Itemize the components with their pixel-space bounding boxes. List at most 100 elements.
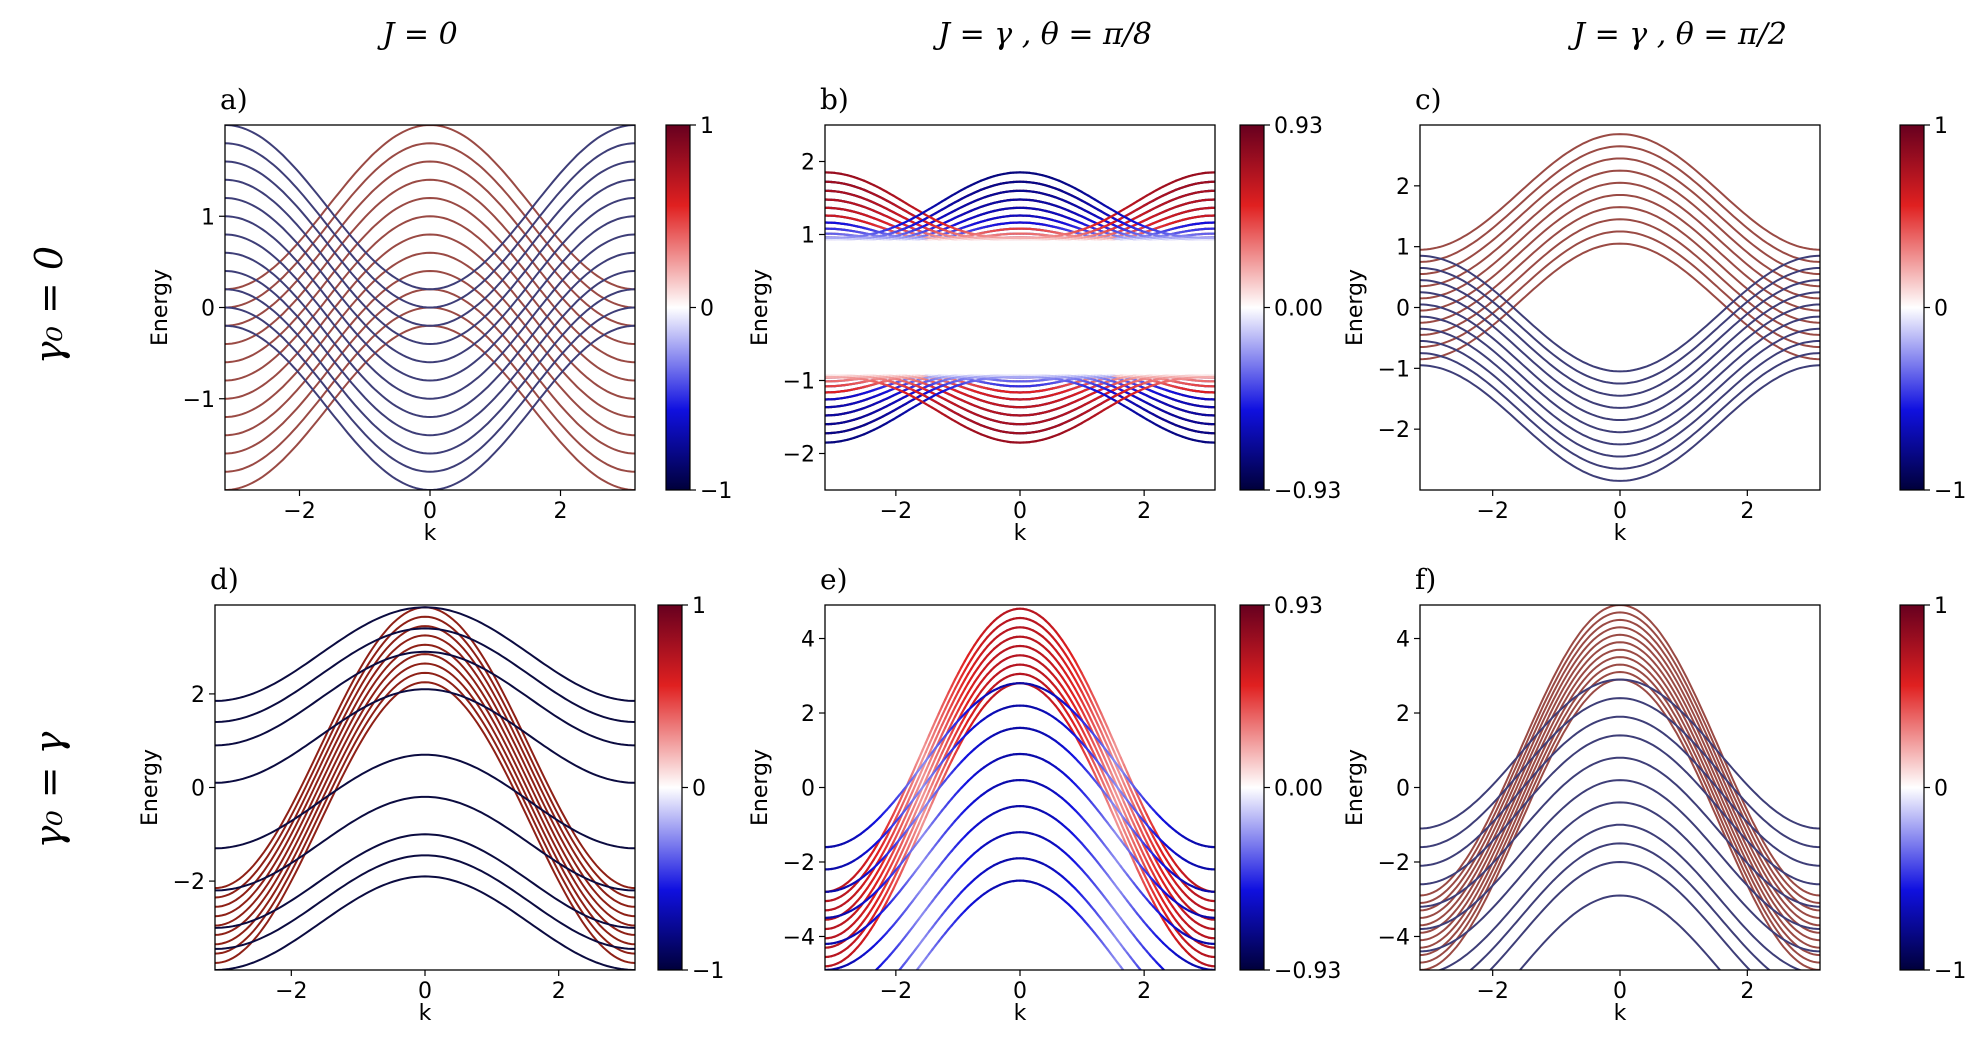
colorbar-tick-label: −1 xyxy=(692,959,724,984)
y-axis-label: Energy xyxy=(748,749,773,826)
axes-frame xyxy=(1419,604,1821,971)
band-line xyxy=(825,616,1215,903)
panel-label: e) xyxy=(820,563,848,596)
colorbar xyxy=(1239,604,1265,971)
colorbar-tick-label: 0.93 xyxy=(1274,114,1323,139)
panel-label: b) xyxy=(820,83,849,116)
band-line xyxy=(1469,842,1771,970)
colorbar-tick-label: 0 xyxy=(692,777,706,802)
band-line xyxy=(225,178,635,345)
x-tick-label: −2 xyxy=(880,979,912,1004)
band-line xyxy=(215,795,635,892)
band-line xyxy=(215,671,635,955)
band-line xyxy=(1420,626,1820,919)
x-tick-label: 2 xyxy=(1740,979,1754,1004)
band-line xyxy=(1420,801,1820,953)
band-line xyxy=(225,324,635,490)
y-tick-label: 0 xyxy=(1396,297,1410,322)
panel-label: f) xyxy=(1415,563,1436,596)
band-line xyxy=(898,857,1143,970)
band-line xyxy=(1420,670,1820,964)
band-line xyxy=(1420,254,1820,373)
band-line xyxy=(1420,352,1820,470)
x-tick-label: 0 xyxy=(418,979,432,1004)
x-tick-label: −2 xyxy=(1476,499,1508,524)
colorbar xyxy=(665,124,691,491)
y-tick-label: −2 xyxy=(173,870,205,895)
band-line xyxy=(1420,678,1820,830)
panel-a: −2 0 2 −1 0 1 k Energy a) 1 0 −1 xyxy=(148,83,732,546)
band-line xyxy=(1420,641,1820,934)
x-tick-label: 0 xyxy=(1013,979,1027,1004)
band-line xyxy=(1420,169,1820,288)
band-line xyxy=(1420,779,1820,930)
band-line xyxy=(1420,663,1820,957)
y-tick-label: −4 xyxy=(783,925,815,950)
colorbar-tick-label: −1 xyxy=(700,479,732,504)
band-line xyxy=(225,125,635,291)
band-line xyxy=(225,251,635,418)
band-line xyxy=(1420,340,1820,458)
y-tick-label: 2 xyxy=(801,702,815,727)
band-line xyxy=(215,625,635,908)
axes-frame xyxy=(1419,124,1821,491)
colorbar xyxy=(1239,124,1265,491)
band-line xyxy=(1420,181,1820,300)
band-line xyxy=(1420,133,1820,251)
row-title-1: γ₀ = 0 xyxy=(27,246,71,364)
colorbar-tick-label: −0.93 xyxy=(1274,479,1341,504)
band-line xyxy=(225,306,635,473)
x-axis-label: k xyxy=(1014,1001,1027,1026)
band-line xyxy=(874,831,1166,970)
band-line xyxy=(225,142,635,309)
band-line xyxy=(215,615,635,899)
x-tick-label: 2 xyxy=(1137,979,1151,1004)
band-line xyxy=(1420,715,1820,867)
band-line xyxy=(1420,611,1820,904)
band-line xyxy=(825,626,1215,912)
band-line xyxy=(825,654,1215,940)
band-line xyxy=(1420,242,1820,361)
axes-frame xyxy=(214,604,636,971)
y-tick-label: 2 xyxy=(1396,702,1410,727)
band-line xyxy=(1420,291,1820,409)
panel-b: −2 0 2 −2 −1 1 2 k Energy b) 0.93 0.00 −0.93 xyxy=(748,83,1341,546)
column-title-3: J = γ , θ = π/2 xyxy=(1567,17,1787,52)
band-line xyxy=(825,635,1215,921)
band-line xyxy=(225,196,635,364)
y-axis-label: Energy xyxy=(1343,749,1368,826)
band-line xyxy=(1420,618,1820,912)
band-line xyxy=(225,288,635,455)
band-line xyxy=(1420,303,1820,421)
axes-frame xyxy=(824,604,1216,971)
axes-frame xyxy=(824,124,1216,491)
band-line xyxy=(825,672,1215,959)
band-line xyxy=(215,833,635,929)
band-line xyxy=(225,269,635,437)
panel-lines xyxy=(1420,605,1820,970)
colorbar-tick-label: 1 xyxy=(692,594,706,619)
row-title-2: γ₀ = γ xyxy=(27,731,71,848)
band-line xyxy=(1420,267,1820,385)
band-line xyxy=(915,879,1125,970)
band-line xyxy=(225,324,635,490)
colorbar xyxy=(1899,604,1925,971)
band-line xyxy=(215,875,635,970)
colorbar-tick-label: −0.93 xyxy=(1274,959,1341,984)
band-line xyxy=(825,180,1215,241)
panel-lines xyxy=(215,606,635,970)
band-line xyxy=(1420,218,1820,336)
x-tick-label: 0 xyxy=(423,499,437,524)
band-line xyxy=(825,726,1215,893)
colorbar-tick-label: 1 xyxy=(1934,114,1948,139)
y-tick-label: 0 xyxy=(191,777,205,802)
y-tick-label: −2 xyxy=(783,443,815,468)
band-line xyxy=(215,688,635,784)
band-line xyxy=(1420,145,1820,263)
band-line xyxy=(825,682,1215,849)
panel-lines xyxy=(1420,133,1820,482)
band-line xyxy=(1420,697,1820,849)
band-line xyxy=(1420,194,1820,312)
band-line xyxy=(1420,279,1820,397)
